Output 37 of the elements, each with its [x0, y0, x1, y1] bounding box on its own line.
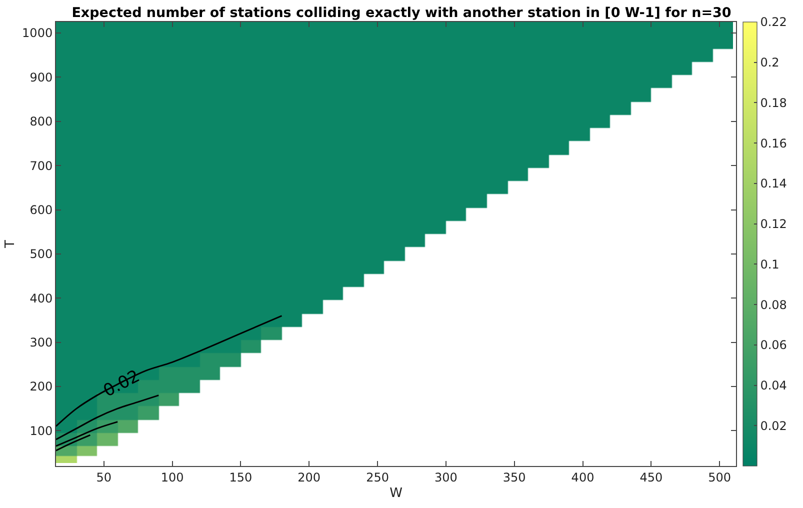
chart-title: Expected number of stations colliding exactly with another station in [0 W-1] for n=30 — [72, 5, 732, 22]
x-tick-label: 150 — [229, 470, 252, 484]
y-tick-label: 300 — [30, 336, 53, 350]
x-axis-title: W — [390, 486, 403, 501]
color-bar-label: 0.2 — [760, 56, 780, 70]
x-tick-label: 100 — [160, 470, 184, 484]
x-tick-label: 500 — [708, 470, 732, 484]
x-tick-label: 400 — [571, 470, 594, 484]
y-axis-title: T — [3, 240, 18, 249]
x-tick-label: 250 — [366, 470, 389, 484]
y-tick-label: 100 — [30, 424, 53, 438]
line-series — [56, 315, 282, 427]
x-tick-label: 50 — [96, 470, 112, 484]
y-tick-label: 500 — [30, 247, 53, 262]
color-bar-label: 0.22 — [760, 15, 787, 30]
color-bar-label: 0.18 — [760, 96, 787, 110]
color-bar-label: 0.16 — [760, 136, 787, 150]
color-bar-label: 0.14 — [760, 176, 787, 191]
x-tick-label: 350 — [502, 470, 526, 484]
color-bar-label: 0.1 — [760, 257, 780, 272]
color-bar-label: 0.06 — [760, 338, 787, 352]
line-series — [56, 394, 160, 440]
x-tick-label: 300 — [434, 470, 458, 484]
y-tick-label: 900 — [30, 70, 53, 84]
x-tick-label: 450 — [640, 470, 663, 484]
y-tick-label: 200 — [30, 380, 53, 394]
y-tick-label: 700 — [30, 158, 53, 173]
x-tick-label: 200 — [298, 470, 321, 484]
line-series — [56, 421, 118, 447]
color-bar-label: 0.12 — [760, 217, 787, 232]
y-tick-label: 1000 — [22, 26, 53, 40]
y-tick-label: 400 — [30, 291, 53, 306]
y-tick-label: 800 — [30, 114, 53, 129]
color-bar-label: 0.08 — [760, 298, 787, 312]
color-bar-label: 0.02 — [760, 418, 787, 433]
y-tick-label: 600 — [30, 202, 53, 217]
color-bar-label: 0.04 — [760, 378, 787, 392]
